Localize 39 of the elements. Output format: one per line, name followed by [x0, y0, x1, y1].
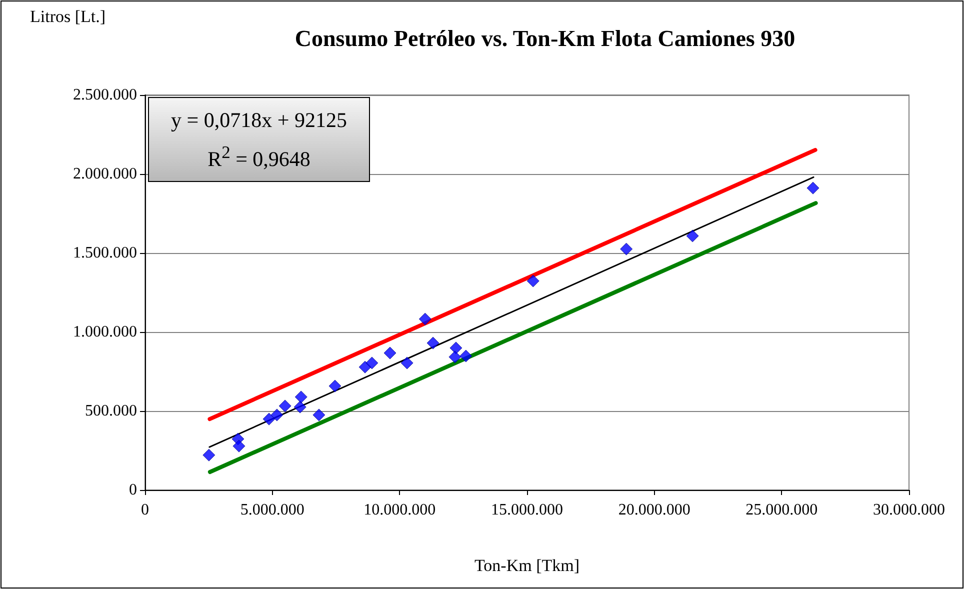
point	[294, 400, 306, 414]
point	[366, 356, 378, 370]
y-tick-label: 0	[129, 482, 137, 498]
point	[448, 350, 462, 364]
x-tick-label: 30.000.000	[873, 502, 945, 518]
point	[526, 274, 540, 288]
chart-title: Consumo Petróleo vs. Ton-Km Flota Camiones 930	[294, 26, 796, 51]
point	[202, 448, 216, 462]
point	[426, 336, 440, 350]
point	[328, 380, 342, 392]
point	[384, 346, 396, 360]
x-tick-label: 20.000.000	[618, 502, 690, 518]
x-tick-label: 25.000.000	[746, 502, 818, 518]
point	[620, 242, 633, 256]
annotation: y = 0,0718x + 92125	[170, 107, 348, 134]
point	[806, 182, 820, 194]
point	[232, 440, 246, 452]
point	[686, 230, 699, 242]
y-tick-label: 2.000.000	[73, 166, 137, 182]
point	[270, 408, 284, 422]
x-axis-title: Ton-Km [Tkm]	[474, 556, 580, 575]
annotation: R$^{2}$ = 0,9648	[206, 141, 312, 173]
point	[418, 312, 432, 326]
point	[450, 342, 462, 354]
point	[460, 350, 472, 362]
y-tick-label: 2.500.000	[73, 86, 137, 104]
x-tick-label: 5.000.000	[240, 502, 304, 518]
point	[312, 408, 326, 422]
point	[294, 390, 308, 404]
x-tick-label: 10.000.000	[364, 502, 436, 518]
x-tick-label: 15.000.000	[491, 502, 563, 518]
y-axis-title: Litros [Lt.]	[30, 7, 106, 26]
point	[400, 356, 414, 370]
point	[262, 412, 276, 426]
y-tick-label: 1.500.000	[73, 244, 137, 262]
y-tick-label: 1.000.000	[73, 324, 137, 340]
x-tick-label: 0	[141, 502, 149, 518]
point	[278, 400, 292, 412]
y-tick-label: 500.000	[85, 402, 137, 420]
